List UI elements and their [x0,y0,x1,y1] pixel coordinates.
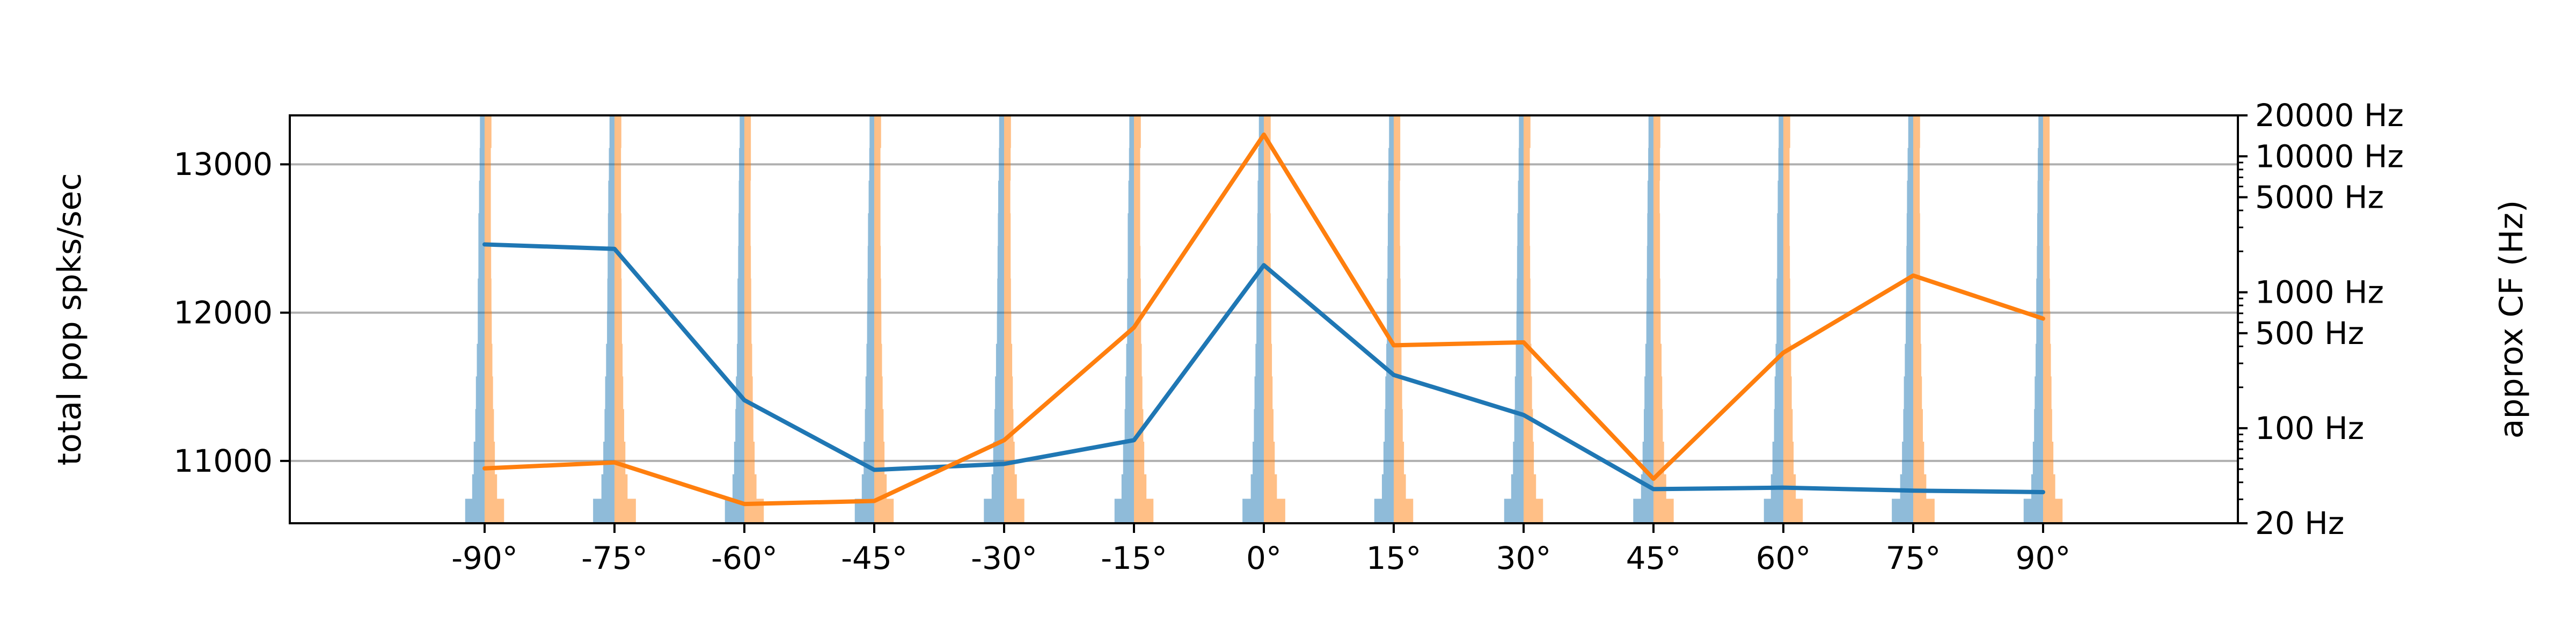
series-1-point [1004,463,1005,465]
histogram-right [1004,115,1024,523]
series-2-point [2043,318,2044,319]
x-tick-label: -60° [711,540,778,576]
y2-tick-label: 500 Hz [2255,315,2364,352]
series-2-point [1133,327,1135,328]
y2-tick-label: 20000 Hz [2255,97,2404,134]
x-tick-label: 0° [1246,540,1282,576]
series-2-point [1523,341,1524,343]
series-1-point [1393,374,1394,376]
series-1-point [2043,491,2044,493]
y2-tick-label: 10000 Hz [2255,138,2404,174]
x-tick-label: -90° [451,540,518,576]
histogram-right [874,115,894,523]
histogram-right [1913,115,1935,523]
series-2-point [1263,134,1264,135]
series-1-point [614,248,615,250]
y-tick-label: 11000 [173,443,273,479]
x-tick-label: 75° [1886,540,1941,576]
y2-tick-label: 20 Hz [2255,505,2344,541]
histogram-left [724,115,744,523]
series-1-point [874,469,875,471]
histogram-right [1394,115,1414,523]
histogram-right [1653,115,1674,523]
histogram-left [593,115,614,523]
y2-axis-ticks: 20 Hz 100 Hz 500 Hz 1000 Hz 5000 Hz 10000 Hz 2… [2238,97,2404,541]
histogram-left [1892,115,1913,523]
series-1-point [1913,490,1914,492]
series-2-point [1004,440,1005,441]
histogram-right [1524,115,1543,523]
y2-tick-label: 100 Hz [2255,410,2364,447]
histogram-right [614,115,636,523]
series-lines [482,132,2045,507]
histogram-right [1264,115,1285,523]
series-2-point [1393,345,1394,346]
series-1-point [484,244,485,245]
x-axis-ticks: -90° -75° -60° -45° -30° -15° 0° 15° 30° 45° 60° 75… [451,523,2070,576]
histogram-left [2023,115,2043,523]
series-2-point [1653,478,1654,480]
series-2-point [1783,352,1784,354]
x-tick-label: 45° [1626,540,1681,576]
y2-tick-label: 1000 Hz [2255,274,2384,311]
series-2-point [744,503,745,505]
histogram-right [485,115,504,523]
y-tick-label: 13000 [173,146,273,182]
y-tick-label: 12000 [173,295,273,331]
y-axis-ticks: 11000 12000 13000 [173,146,290,479]
series-1-point [1653,488,1654,490]
series-1-point [1523,414,1524,416]
x-tick-label: -30° [971,540,1037,576]
series-2-point [614,462,615,463]
y2-tick-label: 5000 Hz [2255,179,2384,216]
histogram-left [1374,115,1394,523]
x-tick-label: 15° [1366,540,1422,576]
histogram-left [1504,115,1524,523]
series-2-point [874,500,875,502]
series-1-point [744,399,745,401]
histogram-left [1114,115,1134,523]
series-1-point [1133,440,1135,441]
histogram-right [2043,115,2063,523]
population-histograms [465,115,2063,523]
y-axis-label: total pop spks/sec [51,173,89,466]
histogram-left [1763,115,1783,523]
series-1-point [1783,487,1784,488]
series-2-point [484,467,485,469]
histogram-right [1134,115,1154,523]
y2-axis-label: approx CF (Hz) [2493,200,2530,439]
x-tick-label: -45° [841,540,908,576]
x-tick-label: -15° [1101,540,1167,576]
histogram-left [1242,115,1264,523]
series-2-point [1913,275,1914,276]
x-tick-label: 30° [1496,540,1552,576]
histogram-left [1633,115,1653,523]
x-tick-label: -75° [581,540,648,576]
x-tick-label: 90° [2016,540,2071,576]
histogram-left [854,115,874,523]
histogram-right [744,115,764,523]
histogram-left [465,115,485,523]
x-tick-label: 60° [1756,540,1811,576]
histogram-right [1783,115,1803,523]
histogram-left [984,115,1004,523]
series-1-point [1263,265,1264,266]
